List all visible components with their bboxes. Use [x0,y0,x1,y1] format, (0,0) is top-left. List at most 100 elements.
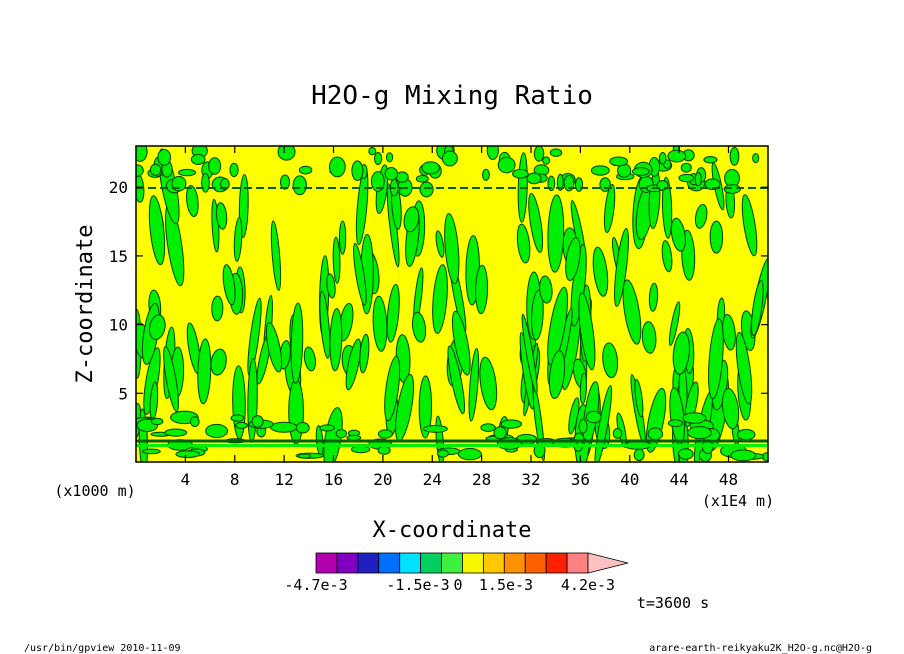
contour-blob [661,240,673,273]
contour-blob [457,448,482,461]
contour-blob [496,437,522,450]
contour-band [136,444,768,447]
contour-blob [736,428,756,441]
contour-blob [678,448,694,460]
contour-blob [136,164,144,177]
contour-blob [574,177,584,192]
contour-blob [599,177,611,192]
contour-blob [672,331,690,375]
contour-blob [175,450,200,458]
x-tick-label: 12 [274,470,293,489]
contour-blob [612,427,623,439]
contour-blob [235,421,249,429]
contour-blob [549,148,563,157]
contour-blob [556,173,564,191]
contour-blob [614,228,629,307]
contour-blob [521,313,538,394]
contour-blob [667,419,683,428]
contour-blob [423,425,448,433]
contour-blob [297,453,312,459]
contour-blob [197,338,212,405]
contour-blob [729,147,740,166]
contour-blob [329,156,346,178]
contour-blob [631,167,650,176]
contour-blob [603,183,616,234]
contour-blob [177,168,197,177]
contour-blob [751,280,764,336]
contour-blob [335,428,347,439]
colorbar-label: 4.2e-3 [561,576,615,594]
colorbar-segment [566,552,589,574]
x-axis-label: X-coordinate [373,518,532,543]
contour-blob [444,213,460,285]
contour-blob [265,322,283,373]
contour-blob [222,264,236,306]
contour-blob [419,181,434,198]
contour-blob [385,152,394,163]
x-tick-label: 4 [181,470,191,489]
contour-blob [486,146,499,160]
contour-blob [704,178,721,190]
contour-blob [451,310,471,376]
contour-blob [542,156,551,165]
contour-blob [157,148,172,166]
contour-blob [578,292,596,371]
contour-blob [678,173,695,183]
y-tick-label: 5 [118,384,128,403]
colorbar-segment [441,552,463,574]
y-tick-label: 20 [109,178,128,197]
contour-blob [319,290,331,359]
contour-blob [211,295,224,322]
contour-blob [189,416,200,427]
contour-blob [609,156,629,167]
contour-blob [680,162,692,173]
contour-blob [270,421,298,433]
y-axis-unit: (x1000 m) [54,482,135,500]
contour-blob [730,449,757,462]
contour-blob [277,146,296,161]
contour-blob [230,414,245,422]
contour-blob [516,223,531,264]
contour-regions [136,146,768,462]
contour-blob [164,428,188,437]
x-tick-label: 20 [373,470,392,489]
contour-blob [668,301,681,347]
colorbar-segment [482,552,505,574]
contour-blob [251,415,264,428]
contour-blob [149,163,162,176]
contour-blob [667,149,687,163]
contour-blob [372,295,388,352]
contour-blob [368,146,377,156]
footer-left: /usr/bin/gpview 2010-11-09 [24,643,181,654]
contour-blob [735,331,753,405]
colorbar-label: 0 [453,576,462,594]
contour-blob [143,347,161,415]
contour-blob [723,184,741,194]
x-tick-label: 44 [669,470,688,489]
contour-blob [351,160,364,181]
contour-blob [687,426,712,440]
colorbar-segment [524,552,547,574]
contour-blob [512,168,529,179]
contour-blob [190,153,206,165]
plot-area [135,145,769,463]
plot-frame [135,145,769,463]
x-tick-label: 16 [324,470,343,489]
contour-blob [233,216,243,262]
contour-blob [670,217,686,252]
contour-blob [329,308,343,372]
contour-blob [163,346,179,413]
contour-blob [220,178,230,191]
x-axis-unit: (x1E4 m) [702,492,774,510]
contour-blob [475,264,489,315]
contour-blob [528,192,544,253]
colorbar [315,552,629,574]
contour-blob [150,417,164,426]
contour-blob [708,318,724,400]
colorbar-label: -1.5e-3 [386,576,449,594]
contour-blob [531,289,544,341]
contour-blob [148,195,166,266]
contour-blob [468,348,480,422]
contour-blob [332,236,341,284]
contour-blob [585,410,602,424]
